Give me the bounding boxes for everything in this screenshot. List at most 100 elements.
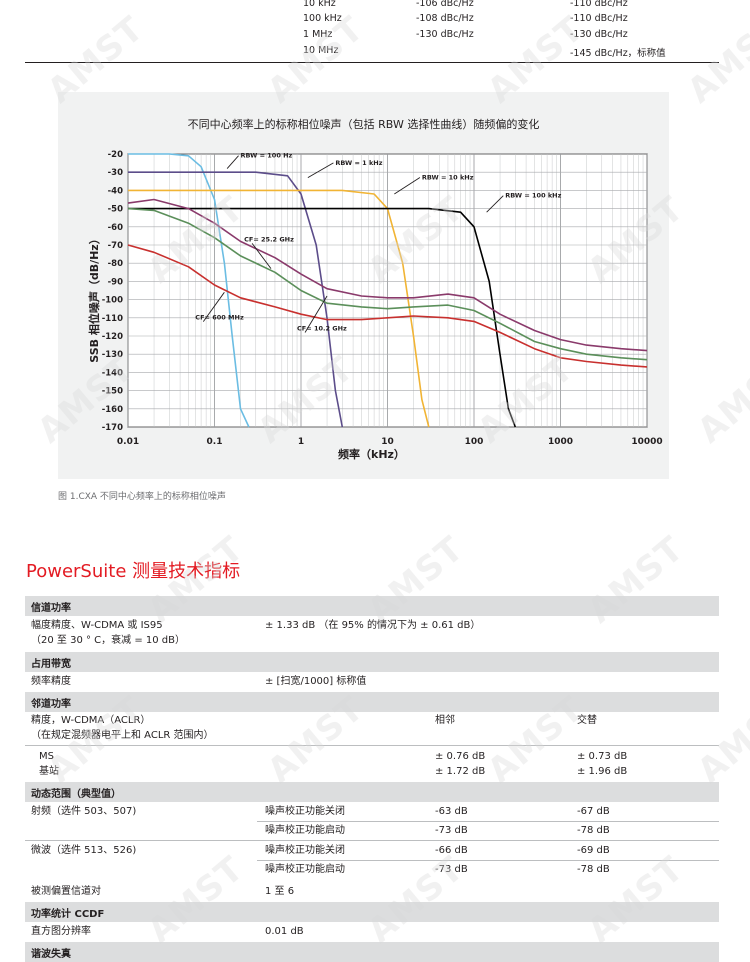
annotation-arrow bbox=[304, 295, 328, 333]
group-header: 邻道功率 bbox=[25, 692, 719, 712]
table-row: 直方图分辨率 0.01 dB bbox=[25, 922, 719, 942]
series-line-3 bbox=[128, 207, 517, 428]
row-sublabel: 噪声校正功能启动 bbox=[265, 864, 345, 875]
x-tick-label: 10000 bbox=[631, 437, 662, 447]
row-label: 直方图分辨率 bbox=[31, 926, 91, 937]
chart-annotation: RBW = 100 Hz bbox=[241, 152, 293, 160]
row-value: -78 dB bbox=[577, 825, 610, 836]
y-tick-label: -40 bbox=[108, 186, 123, 196]
table-row: 幅度精度、W-CDMA 或 IS95 （20 至 30 ° C，衰减 = 10 … bbox=[25, 616, 719, 652]
row-value: ± [扫宽/1000] 标称值 bbox=[265, 676, 367, 687]
y-axis-label: SSB 相位噪声（dB/Hz） bbox=[88, 233, 101, 363]
group-header: 信道功率 bbox=[25, 596, 719, 616]
chart-annotation: RBW = 100 kHz bbox=[505, 192, 561, 200]
row-value: ± 1.96 dB bbox=[577, 766, 628, 777]
y-tick-label: -110 bbox=[102, 314, 123, 324]
row-value: -66 dB bbox=[435, 845, 468, 856]
value-cell: -108 dBc/Hz bbox=[416, 13, 474, 24]
chart-annotation: CF= 25.2 GHz bbox=[244, 235, 294, 243]
y-tick-label: -20 bbox=[108, 150, 123, 160]
row-value: -78 dB bbox=[577, 864, 610, 875]
row-value: 0.01 dB bbox=[265, 926, 304, 937]
y-tick-label: -100 bbox=[102, 296, 123, 306]
row-value: ± 1.72 dB bbox=[435, 766, 486, 777]
value-cell: -110 dBc/Hz bbox=[570, 13, 628, 24]
annotation-arrow bbox=[307, 162, 334, 179]
row-value: -63 dB bbox=[435, 806, 468, 817]
offset-cell: 10 MHz bbox=[303, 45, 339, 56]
series-line-5 bbox=[127, 207, 648, 361]
series-line-0 bbox=[128, 153, 250, 428]
series-line-4 bbox=[127, 198, 648, 352]
offset-cell: 10 kHz bbox=[303, 0, 336, 9]
row-divider bbox=[257, 860, 719, 861]
annotation-arrow bbox=[226, 155, 239, 169]
table-row: MS 基站 ± 0.76 dB ± 0.73 dB ± 1.72 dB ± 1.… bbox=[25, 746, 719, 782]
annotation-arrow bbox=[486, 195, 504, 213]
y-tick-label: -50 bbox=[108, 205, 123, 215]
watermark: AMST bbox=[690, 348, 750, 452]
watermark: AMST bbox=[680, 8, 750, 112]
value-cell: -106 dBc/Hz bbox=[416, 0, 474, 9]
offset-cell: 1 MHz bbox=[303, 29, 333, 40]
row-label: 精度，W-CDMA（ACLR） bbox=[31, 715, 151, 726]
row-sublabel: （在规定混频器电平上和 ACLR 范围内） bbox=[31, 730, 214, 741]
table-rule bbox=[25, 62, 719, 63]
value-cell: -130 dBc/Hz bbox=[416, 29, 474, 40]
y-tick-label: -150 bbox=[102, 387, 123, 397]
group-header: 动态范围（典型值） bbox=[25, 782, 719, 802]
row-label: 微波（选件 513、526) bbox=[31, 845, 137, 856]
row-label: 幅度精度、W-CDMA 或 IS95 bbox=[31, 620, 163, 631]
annotation-arrow bbox=[394, 177, 421, 195]
row-label: 频率精度 bbox=[31, 676, 71, 687]
row-label: 射频（选件 503、507) bbox=[31, 806, 137, 817]
x-tick-label: 1000 bbox=[548, 437, 573, 447]
x-tick-label: 0.01 bbox=[117, 437, 139, 447]
y-tick-label: -120 bbox=[102, 332, 123, 342]
row-label: MS bbox=[39, 751, 54, 762]
y-tick-label: -30 bbox=[108, 168, 123, 178]
column-header-adjacent: 相邻 bbox=[435, 715, 455, 726]
table-row: 射频（选件 503、507) 噪声校正功能关闭 -63 dB -67 dB 噪声… bbox=[25, 802, 719, 841]
x-tick-label: 1 bbox=[298, 437, 304, 447]
table-row: 精度，W-CDMA（ACLR） （在规定混频器电平上和 ACLR 范围内） 相邻… bbox=[25, 712, 719, 746]
table-row: 微波（选件 513、526) 噪声校正功能关闭 -66 dB -69 dB 噪声… bbox=[25, 841, 719, 881]
group-header-label: 谐波失真 bbox=[31, 949, 71, 960]
row-sublabel: 噪声校正功能关闭 bbox=[265, 806, 345, 817]
x-tick-label: 0.1 bbox=[207, 437, 223, 447]
row-divider bbox=[25, 745, 719, 746]
group-header-label: 占用带宽 bbox=[31, 659, 71, 670]
figure-caption: 图 1.CXA 不同中心频率上的标称相位噪声 bbox=[58, 492, 226, 502]
phase-noise-chart: 0.01 0.1 1 10 100 1000 10000 -20 -30 -40 -50 -60 -70… bbox=[102, 150, 663, 447]
row-sublabel: 噪声校正功能关闭 bbox=[265, 845, 345, 856]
table-row: 被测偏置信道对 1 至 6 bbox=[25, 881, 719, 902]
row-sublabel: 噪声校正功能启动 bbox=[265, 825, 345, 836]
chart-annotation: RBW = 1 kHz bbox=[335, 159, 382, 167]
y-tick-label: -90 bbox=[108, 277, 123, 287]
group-header-label: 功率统计 CCDF bbox=[31, 909, 105, 920]
group-header-label: 邻道功率 bbox=[31, 699, 71, 710]
value-cell: -130 dBc/Hz bbox=[570, 29, 628, 40]
group-header-label: 信道功率 bbox=[31, 603, 71, 614]
y-tick-label: -170 bbox=[102, 423, 123, 433]
group-header-label: 动态范围（典型值） bbox=[31, 789, 121, 800]
chart-annotation: CF= 600 MHz bbox=[195, 314, 244, 322]
y-tick-label: -160 bbox=[102, 405, 123, 415]
row-label: 被测偏置信道对 bbox=[31, 886, 101, 897]
group-header: 占用带宽 bbox=[25, 652, 719, 672]
row-value: -73 dB bbox=[435, 825, 468, 836]
series-line-1 bbox=[128, 171, 344, 428]
value-cell: -110 dBc/Hz bbox=[570, 0, 628, 9]
x-tick-label: 100 bbox=[465, 437, 484, 447]
row-value: -73 dB bbox=[435, 864, 468, 875]
y-tick-label: -130 bbox=[102, 350, 123, 360]
row-value: -67 dB bbox=[577, 806, 610, 817]
x-tick-label: 10 bbox=[381, 437, 394, 447]
x-axis-label: 频率（kHz） bbox=[338, 448, 405, 461]
annotation-arrow bbox=[202, 292, 225, 322]
y-tick-label: -80 bbox=[108, 259, 123, 269]
row-divider bbox=[257, 821, 719, 822]
row-value: 1 至 6 bbox=[265, 886, 295, 897]
row-label: 基站 bbox=[39, 766, 59, 777]
series-line-6 bbox=[127, 244, 648, 368]
